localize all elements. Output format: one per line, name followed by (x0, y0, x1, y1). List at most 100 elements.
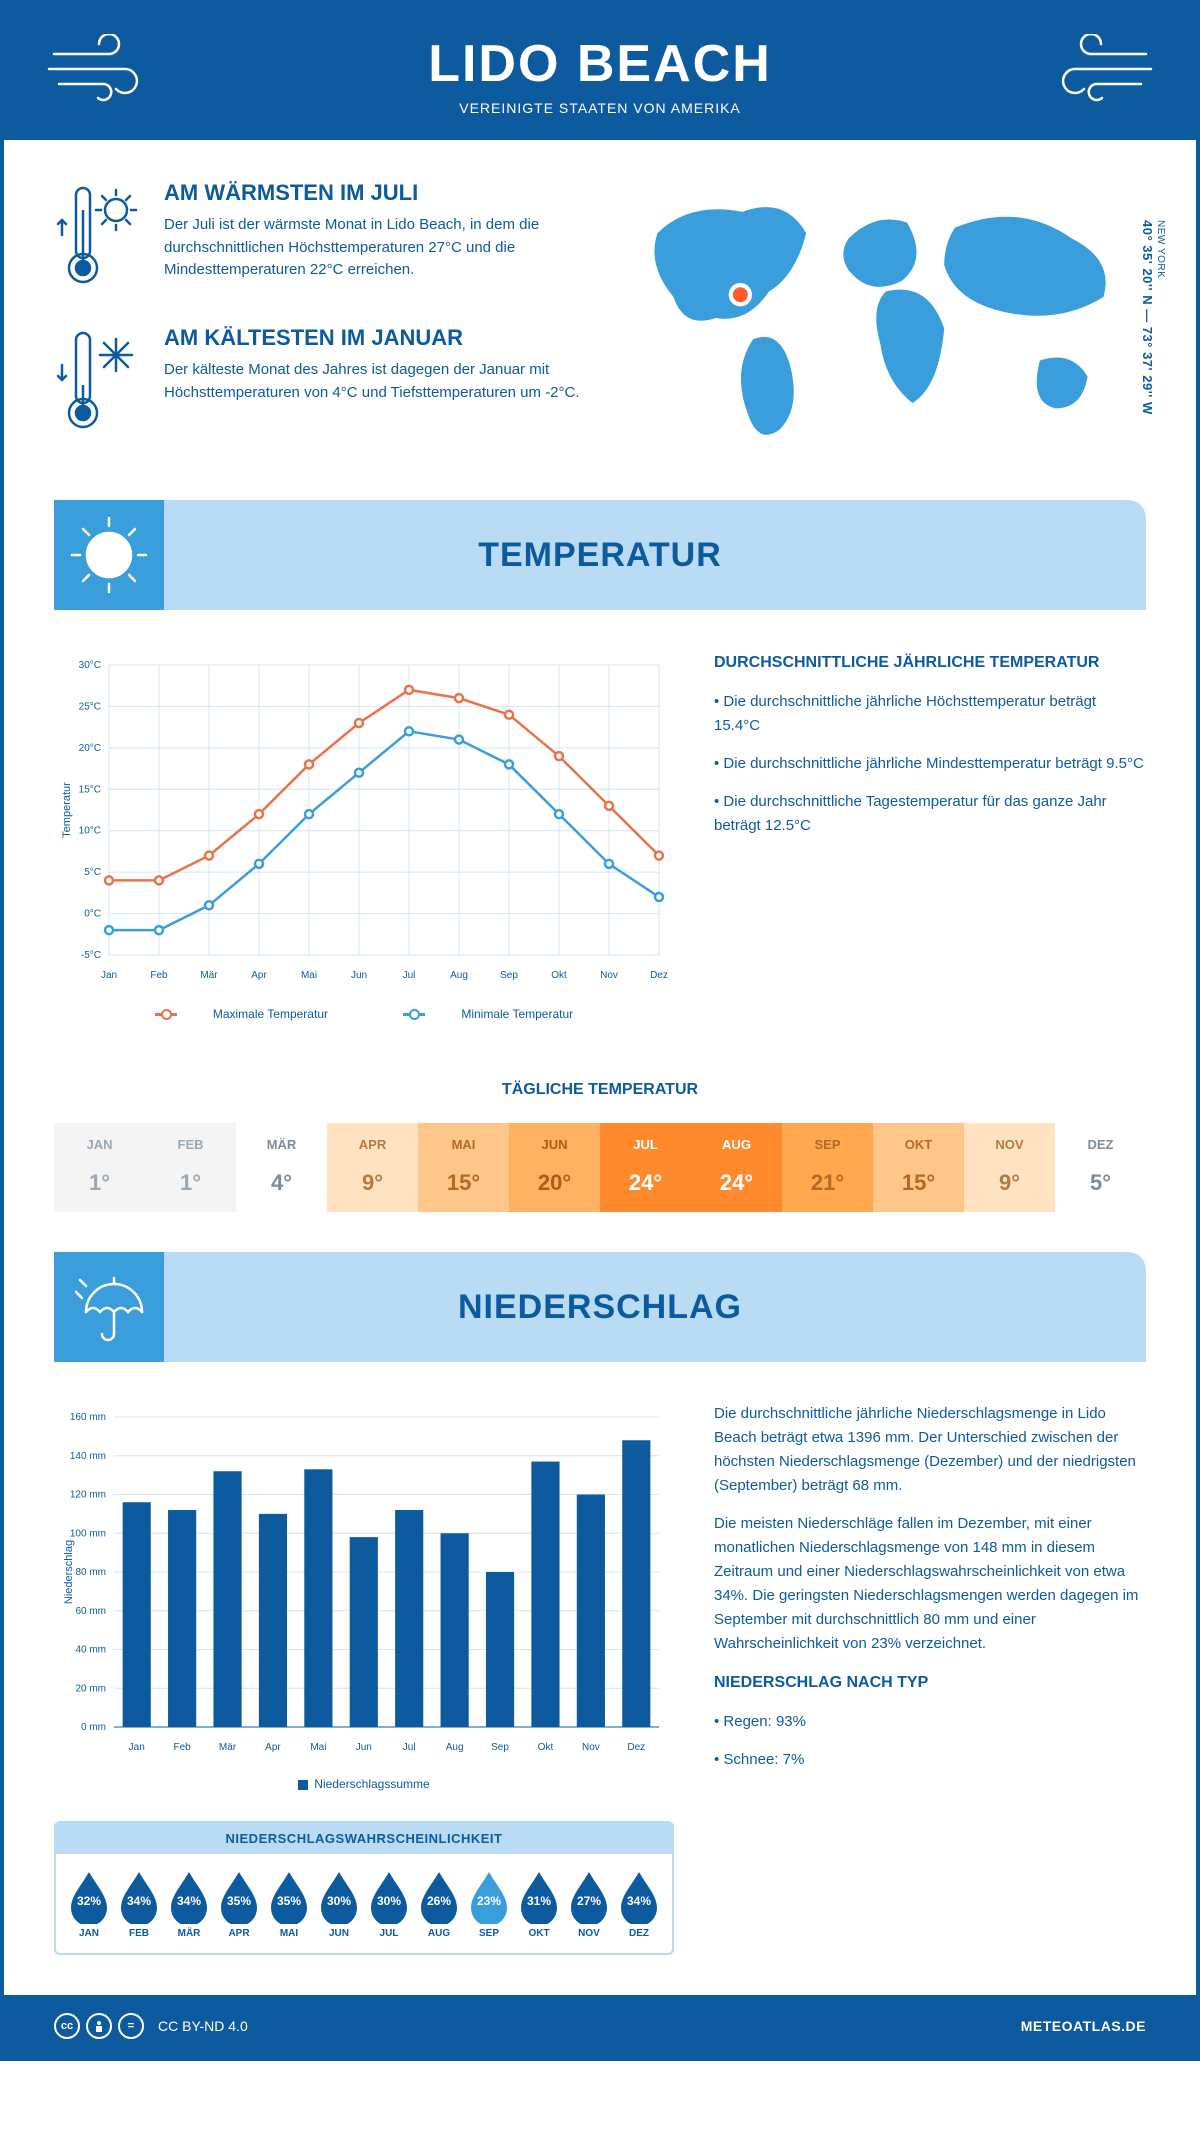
svg-text:Apr: Apr (265, 1742, 281, 1753)
intro-section: AM WÄRMSTEN IM JULI Der Juli ist der wär… (4, 140, 1196, 500)
svg-text:Aug: Aug (450, 970, 468, 981)
svg-text:Niederschlag: Niederschlag (63, 1540, 75, 1604)
svg-text:Mär: Mär (200, 970, 218, 981)
sun-icon (54, 500, 164, 610)
precip-type-heading: NIEDERSCHLAG NACH TYP (714, 1670, 1146, 1696)
coldest-title: AM KÄLTESTEN IM JANUAR (164, 325, 585, 351)
svg-text:Jul: Jul (403, 970, 416, 981)
precip-type-bullet: • Schnee: 7% (714, 1748, 1146, 1772)
temp-text-heading: DURCHSCHNITTLICHE JÄHRLICHE TEMPERATUR (714, 650, 1146, 676)
svg-text:160 mm: 160 mm (70, 1412, 106, 1423)
temp-cell: SEP21° (782, 1123, 873, 1212)
drop-item: 26%AUG (417, 1870, 461, 1939)
svg-text:-5°C: -5°C (81, 950, 101, 961)
svg-text:Feb: Feb (150, 970, 168, 981)
line-chart-legend: Maximale Temperatur Minimale Temperatur (54, 1007, 674, 1021)
temp-cell: DEZ5° (1055, 1123, 1146, 1212)
precip-para: Die meisten Niederschläge fallen im Deze… (714, 1512, 1146, 1656)
temp-cell: FEB1° (145, 1123, 236, 1212)
svg-text:0 mm: 0 mm (81, 1722, 106, 1733)
svg-text:Jan: Jan (129, 1742, 145, 1753)
daily-temperature: TÄGLICHE TEMPERATUR JAN1°FEB1°MÄR4°APR9°… (4, 1061, 1196, 1252)
temperature-line-chart: -5°C0°C5°C10°C15°C20°C25°C30°CJanFebMärA… (54, 650, 674, 995)
svg-text:Jun: Jun (351, 970, 367, 981)
cc-nd-icon: = (118, 2013, 144, 2039)
thermometer-cold-icon (54, 325, 144, 440)
footer: cc = CC BY-ND 4.0 METEOATLAS.DE (4, 1995, 1196, 2057)
coldest-block: AM KÄLTESTEN IM JANUAR Der kälteste Mona… (54, 325, 585, 440)
svg-text:Jul: Jul (403, 1742, 416, 1753)
svg-text:10°C: 10°C (79, 826, 101, 837)
thermometer-hot-icon (54, 180, 144, 295)
svg-text:Feb: Feb (174, 1742, 192, 1753)
precipitation-bar-chart: 0 mm20 mm40 mm60 mm80 mm100 mm120 mm140 … (54, 1402, 674, 1767)
prob-heading: NIEDERSCHLAGSWAHRSCHEINLICHKEIT (56, 1823, 672, 1854)
temp-bullet: • Die durchschnittliche jährliche Höchst… (714, 690, 1146, 738)
cc-by-icon (86, 2013, 112, 2039)
svg-text:Dez: Dez (650, 970, 668, 981)
precipitation-probability: NIEDERSCHLAGSWAHRSCHEINLICHKEIT 32%JAN34… (54, 1821, 674, 1955)
svg-text:Okt: Okt (551, 970, 567, 981)
svg-text:Sep: Sep (491, 1742, 509, 1753)
svg-text:Nov: Nov (582, 1742, 600, 1753)
svg-text:Sep: Sep (500, 970, 518, 981)
section-header-temperatur: TEMPERATUR (54, 500, 1146, 610)
svg-text:Okt: Okt (538, 1742, 554, 1753)
temp-cell: NOV9° (964, 1123, 1055, 1212)
wind-icon (44, 34, 154, 109)
temp-cell: APR9° (327, 1123, 418, 1212)
umbrella-icon (54, 1252, 164, 1362)
drop-item: 31%OKT (517, 1870, 561, 1939)
svg-text:Nov: Nov (600, 970, 618, 981)
svg-text:60 mm: 60 mm (75, 1606, 106, 1617)
section-title: NIEDERSCHLAG (458, 1288, 742, 1327)
svg-text:Temperatur: Temperatur (61, 782, 73, 838)
drop-item: 30%JUN (317, 1870, 361, 1939)
svg-text:140 mm: 140 mm (70, 1451, 106, 1462)
temp-cell: JUN20° (509, 1123, 600, 1212)
drop-item: 35%MAI (267, 1870, 311, 1939)
temp-bullet: • Die durchschnittliche jährliche Mindes… (714, 752, 1146, 776)
temp-cell: MÄR4° (236, 1123, 327, 1212)
world-map-icon (615, 180, 1146, 456)
svg-text:25°C: 25°C (79, 701, 101, 712)
temp-bullet: • Die durchschnittliche Tagestemperatur … (714, 790, 1146, 838)
precip-para: Die durchschnittliche jährliche Niedersc… (714, 1402, 1146, 1498)
svg-text:5°C: 5°C (84, 867, 101, 878)
svg-text:0°C: 0°C (84, 909, 101, 920)
svg-text:Aug: Aug (446, 1742, 464, 1753)
temp-cell: JAN1° (54, 1123, 145, 1212)
svg-text:Mai: Mai (301, 970, 317, 981)
drop-item: 32%JAN (67, 1870, 111, 1939)
svg-text:15°C: 15°C (79, 784, 101, 795)
svg-text:100 mm: 100 mm (70, 1528, 106, 1539)
svg-text:Apr: Apr (251, 970, 267, 981)
page-title: LIDO BEACH (24, 34, 1176, 94)
drop-item: 23%SEP (467, 1870, 511, 1939)
svg-text:Mär: Mär (219, 1742, 237, 1753)
temp-cell: JUL24° (600, 1123, 691, 1212)
warmest-block: AM WÄRMSTEN IM JULI Der Juli ist der wär… (54, 180, 585, 295)
warmest-title: AM WÄRMSTEN IM JULI (164, 180, 585, 206)
svg-text:120 mm: 120 mm (70, 1490, 106, 1501)
coldest-text: Der kälteste Monat des Jahres ist dagege… (164, 359, 585, 404)
temperatur-body: -5°C0°C5°C10°C15°C20°C25°C30°CJanFebMärA… (4, 610, 1196, 1061)
warmest-text: Der Juli ist der wärmste Monat in Lido B… (164, 214, 585, 282)
page: LIDO BEACH VEREINIGTE STAATEN VON AMERIK… (0, 0, 1200, 2061)
bar-chart-legend: Niederschlagssumme (54, 1777, 674, 1791)
drop-item: 34%DEZ (617, 1870, 661, 1939)
svg-text:Jan: Jan (101, 970, 117, 981)
temp-cell: AUG24° (691, 1123, 782, 1212)
section-header-niederschlag: NIEDERSCHLAG (54, 1252, 1146, 1362)
drop-item: 34%FEB (117, 1870, 161, 1939)
section-title: TEMPERATUR (478, 536, 722, 575)
site-name: METEOATLAS.DE (1021, 2018, 1146, 2034)
svg-text:30°C: 30°C (79, 660, 101, 671)
svg-text:40 mm: 40 mm (75, 1645, 106, 1656)
svg-text:Mai: Mai (310, 1742, 326, 1753)
drop-item: 30%JUL (367, 1870, 411, 1939)
drop-item: 35%APR (217, 1870, 261, 1939)
drop-item: 27%NOV (567, 1870, 611, 1939)
svg-text:20 mm: 20 mm (75, 1683, 106, 1694)
temp-cell: OKT15° (873, 1123, 964, 1212)
